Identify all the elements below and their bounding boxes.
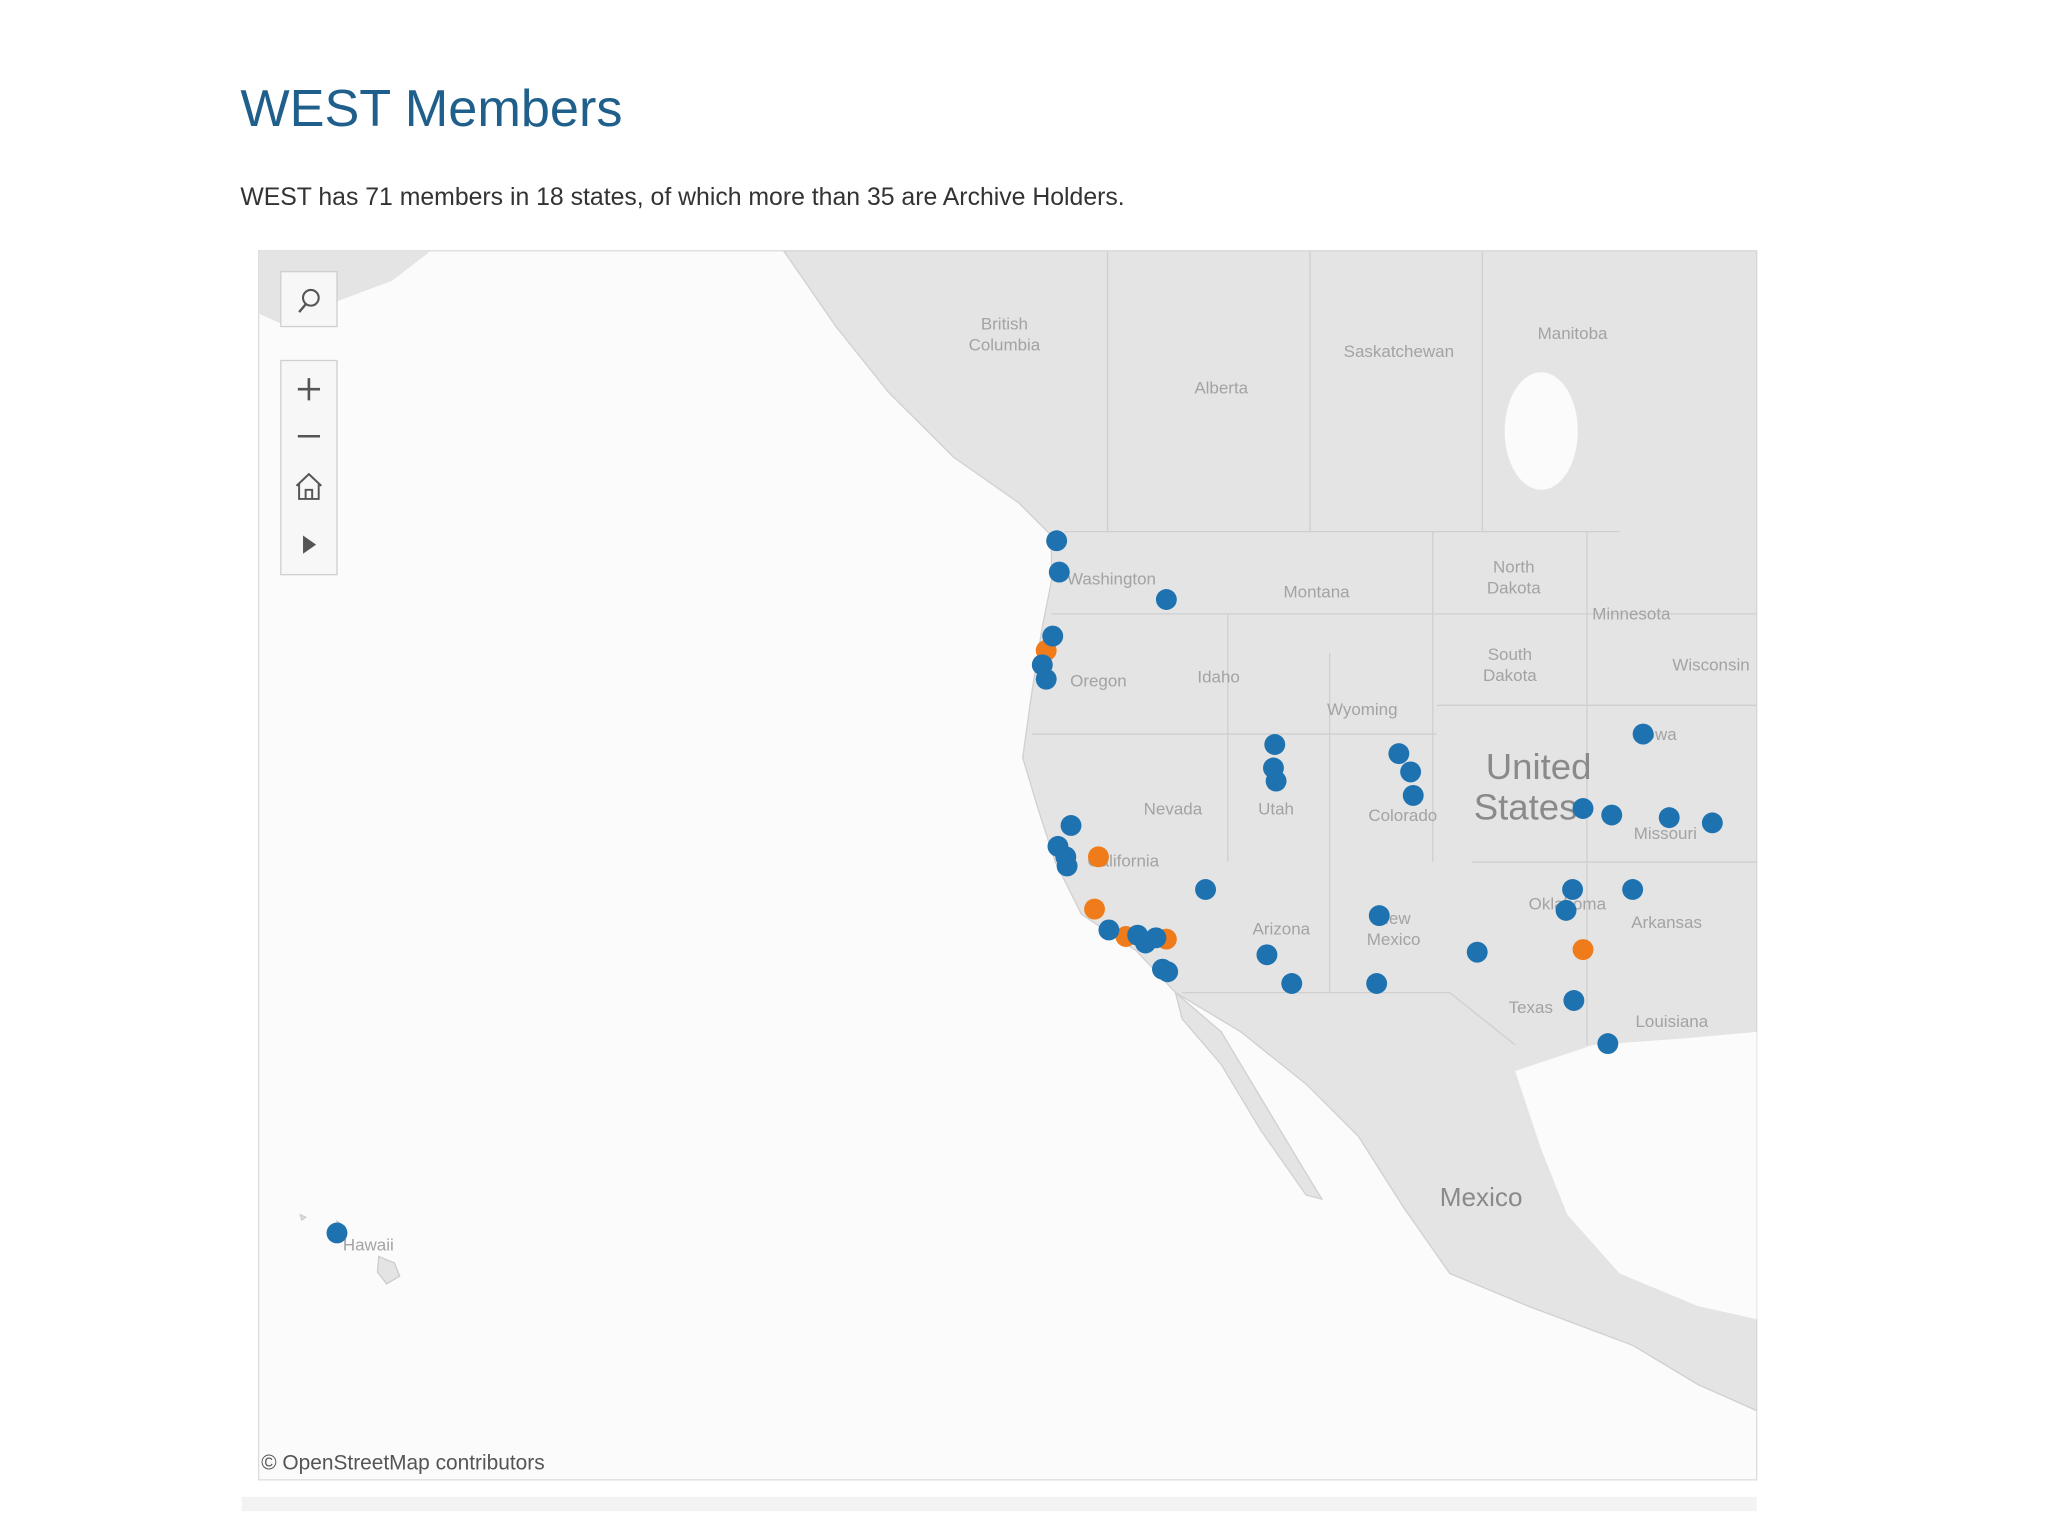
place-label: Saskatchewan (1344, 342, 1454, 361)
member-point[interactable] (1060, 815, 1082, 836)
member-point[interactable] (1098, 919, 1120, 941)
member-point[interactable] (1388, 743, 1410, 765)
place-label: Texas (1509, 998, 1553, 1017)
search-button[interactable] (280, 271, 338, 328)
place-label: Utah (1258, 799, 1294, 818)
map-controls (280, 271, 338, 576)
place-label: Wyoming (1327, 700, 1398, 719)
place-label: Wisconsin (1672, 656, 1749, 675)
place-label: Idaho (1197, 667, 1239, 686)
place-label: Hawaii (343, 1236, 394, 1255)
home-button[interactable] (295, 472, 322, 500)
place-label: Washington (1067, 569, 1156, 588)
member-point[interactable] (1056, 855, 1078, 877)
place-label: Minnesota (1592, 605, 1671, 624)
member-point[interactable] (1601, 804, 1623, 826)
place-label: Arkansas (1631, 913, 1702, 932)
country-label: States (1474, 786, 1578, 827)
archive-holder-point[interactable] (1572, 939, 1594, 960)
map-base: British Columbia Alberta Saskatchewan Manito… (258, 250, 1757, 1412)
member-point[interactable] (1597, 1033, 1619, 1055)
place-label: Montana (1284, 582, 1351, 601)
footer-strip (241, 1496, 1757, 1512)
search-icon (301, 288, 320, 307)
member-point[interactable] (1145, 927, 1167, 949)
place-label: Arizona (1253, 919, 1311, 938)
member-point[interactable] (1264, 734, 1286, 755)
member-points (326, 530, 1723, 1244)
member-point[interactable] (1195, 879, 1216, 900)
description: WEST has 71 members in 18 states, of whi… (240, 184, 1124, 211)
member-point[interactable] (1555, 899, 1577, 921)
member-point[interactable] (1035, 668, 1057, 690)
gulf (1515, 1031, 1757, 1320)
member-point[interactable] (1632, 723, 1654, 745)
place-label: British (981, 315, 1028, 334)
member-point[interactable] (1042, 625, 1064, 647)
member-point[interactable] (1572, 798, 1594, 819)
member-point[interactable] (1256, 944, 1278, 966)
place-label: Louisiana (1636, 1012, 1709, 1031)
member-point[interactable] (326, 1222, 348, 1244)
pan-button[interactable] (303, 535, 317, 554)
member-point[interactable] (1368, 905, 1390, 927)
zoom-in[interactable] (297, 378, 320, 401)
place-label: North (1493, 558, 1535, 577)
member-point[interactable] (1622, 879, 1644, 900)
place-label: South (1488, 645, 1532, 664)
member-point[interactable] (1701, 812, 1723, 834)
place-label: Manitoba (1538, 324, 1608, 343)
member-point[interactable] (1466, 941, 1488, 963)
place-label: Colorado (1368, 806, 1437, 825)
place-label: Oregon (1070, 671, 1127, 690)
member-point[interactable] (1281, 973, 1303, 994)
place-label: Alberta (1194, 379, 1248, 398)
attribution: © OpenStreetMap contributors (261, 1452, 544, 1475)
member-point[interactable] (1366, 973, 1388, 994)
page-title: WEST Members (240, 80, 622, 138)
country-label: Mexico (1440, 1182, 1523, 1212)
borders (1031, 250, 1757, 1046)
member-point[interactable] (1155, 589, 1177, 610)
map[interactable]: British Columbia Alberta Saskatchewan Manito… (257, 250, 1758, 1481)
archive-holder-point[interactable] (1084, 898, 1105, 920)
member-point[interactable] (1157, 961, 1179, 983)
place-label: Missouri (1634, 824, 1697, 843)
place-label: Dakota (1483, 666, 1537, 685)
place-label: Nevada (1144, 799, 1203, 818)
member-point[interactable] (1563, 990, 1585, 1011)
member-point[interactable] (1046, 530, 1068, 552)
member-point[interactable] (1402, 784, 1424, 806)
member-point[interactable] (1658, 807, 1680, 829)
baja (1174, 990, 1324, 1201)
place-label: Dakota (1487, 579, 1541, 598)
member-point[interactable] (1562, 879, 1584, 900)
search-icon-handle (298, 303, 307, 313)
map-labels: British Columbia Alberta Saskatchewan Manito… (343, 315, 1750, 1255)
lake (1504, 372, 1578, 490)
member-point[interactable] (1048, 561, 1070, 583)
place-label: Columbia (969, 336, 1041, 355)
archive-holder-point[interactable] (1088, 846, 1109, 868)
member-point[interactable] (1400, 761, 1422, 783)
country-label: United (1486, 746, 1592, 787)
member-point[interactable] (1265, 770, 1287, 792)
place-label: Mexico (1367, 930, 1421, 949)
